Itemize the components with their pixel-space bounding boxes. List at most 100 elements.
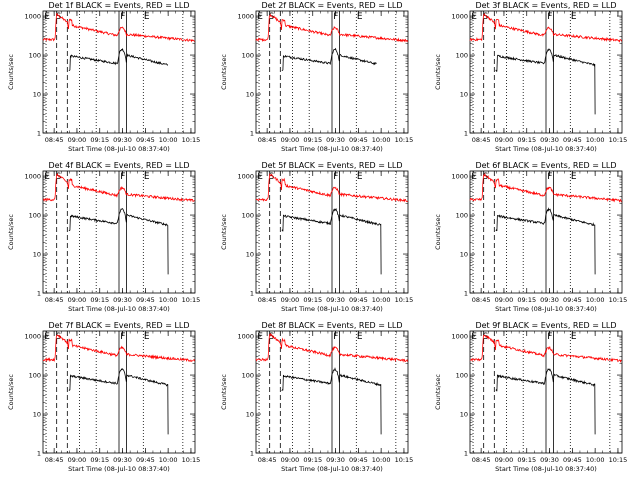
x-tick-label: 08:45 [45,296,64,304]
x-tick-label: 09:45 [136,136,155,144]
x-tick-label: 08:45 [472,136,491,144]
x-tick-label: 09:00 [495,136,514,144]
y-tick-label: 1000 [451,333,468,341]
events-series-line [495,207,596,275]
y-tick-label: 10 [33,251,41,259]
x-tick-label: 09:15 [90,296,109,304]
y-tick-label: 100 [242,372,254,380]
y-tick-label: 100 [29,212,41,220]
x-tick-label: 09:45 [349,296,368,304]
lld-series-line [255,172,408,203]
y-axis-label: Counts/sec [434,214,442,250]
x-tick-label: 09:30 [113,296,132,304]
x-tick-label: 09:30 [113,456,132,464]
y-tick-label: 1 [250,450,254,458]
y-tick-label: 100 [456,212,468,220]
x-tick-label: 09:45 [349,136,368,144]
events-series-line [68,208,169,275]
lld-series-line [42,172,195,203]
x-tick-label: 09:00 [281,136,300,144]
marker-letter: S [483,12,489,22]
x-tick-label: 09:45 [563,296,582,304]
y-axis-label: Counts/sec [7,374,15,410]
x-tick-label: 08:45 [258,456,277,464]
y-axis-label: Counts/sec [434,374,442,410]
marker-letter: E [257,172,263,182]
marker-letter: E [257,332,263,342]
marker-letter: E [44,12,50,22]
marker-letter: F [547,172,552,182]
x-tick-label: 09:15 [303,136,322,144]
y-axis-label: Counts/sec [7,54,15,90]
x-tick-label: 10:15 [395,136,414,144]
marker-letter: S [56,12,62,22]
y-tick-label: 100 [242,212,254,220]
y-tick-label: 100 [456,52,468,60]
marker-letter: E [144,12,150,22]
y-tick-label: 1000 [24,333,41,341]
x-tick-label: 09:15 [303,296,322,304]
detector-panel-5: Det 5f BLACK = Events, RED = LLD 1 10 100 10… [220,161,413,313]
x-tick-label: 09:45 [136,456,155,464]
x-tick-label: 09:15 [517,296,536,304]
marker-letter: E [44,172,50,182]
panel-title: Det 7f BLACK = Events, RED = LLD [48,321,189,330]
x-tick-label: 10:15 [609,296,628,304]
x-tick-label: 09:00 [495,296,514,304]
x-tick-label: 09:30 [326,456,345,464]
detector-panel-9: Det 9f BLACK = Events, RED = LLD 1 10 100 10… [434,321,627,473]
y-tick-label: 1000 [24,173,41,181]
y-tick-label: 1 [37,450,41,458]
y-tick-label: 1000 [237,173,254,181]
y-axis-label: Counts/sec [220,374,228,410]
x-tick-label: 09:15 [517,136,536,144]
panel-title: Det 2f BLACK = Events, RED = LLD [261,1,402,10]
panel-title: Det 9f BLACK = Events, RED = LLD [475,321,616,330]
x-tick-label: 09:30 [540,136,559,144]
x-axis-label: Start Time (08-Jul-10 08:37:40) [281,305,383,313]
x-tick-label: 10:00 [586,296,605,304]
lld-series-line [42,12,195,43]
marker-letter: S [269,12,275,22]
lld-series-line [469,334,622,363]
marker-letter: E [257,12,263,22]
panel-title: Det 8f BLACK = Events, RED = LLD [261,321,402,330]
detector-panel-8: Det 8f BLACK = Events, RED = LLD 1 10 100 10… [220,321,413,473]
x-tick-label: 10:00 [159,136,178,144]
detector-panel-3: Det 3f BLACK = Events, RED = LLD 1 10 100 10… [434,1,627,153]
events-series-line [495,368,596,435]
y-tick-label: 1 [37,130,41,138]
x-axis-label: Start Time (08-Jul-10 08:37:40) [68,305,170,313]
x-tick-label: 10:00 [586,136,605,144]
x-tick-label: 10:15 [395,456,414,464]
marker-letter: F [547,12,552,22]
lld-series-line [255,333,408,363]
y-tick-label: 1 [37,290,41,298]
x-tick-label: 09:45 [136,296,155,304]
x-axis-label: Start Time (08-Jul-10 08:37:40) [68,145,170,153]
y-axis-label: Counts/sec [220,214,228,250]
marker-letter: E [44,332,50,342]
events-series-line [68,368,169,435]
x-tick-label: 09:30 [113,136,132,144]
panel-title: Det 4f BLACK = Events, RED = LLD [48,161,189,170]
y-tick-label: 100 [29,372,41,380]
events-series-line [281,207,382,275]
x-tick-label: 09:30 [540,296,559,304]
x-tick-label: 10:00 [372,456,391,464]
lld-series-line [255,13,408,43]
marker-letter: E [144,332,150,342]
x-tick-label: 08:45 [472,456,491,464]
y-tick-label: 10 [460,91,468,99]
lld-series-line [42,334,195,363]
y-tick-label: 1 [464,130,468,138]
x-tick-label: 10:15 [182,456,201,464]
x-tick-label: 09:30 [540,456,559,464]
marker-letter: F [333,172,338,182]
x-axis-label: Start Time (08-Jul-10 08:37:40) [281,465,383,473]
x-tick-label: 10:15 [182,296,201,304]
y-tick-label: 10 [460,251,468,259]
detector-panel-2: Det 2f BLACK = Events, RED = LLD 1 10 100 10… [220,1,413,153]
panel-title: Det 3f BLACK = Events, RED = LLD [475,1,616,10]
